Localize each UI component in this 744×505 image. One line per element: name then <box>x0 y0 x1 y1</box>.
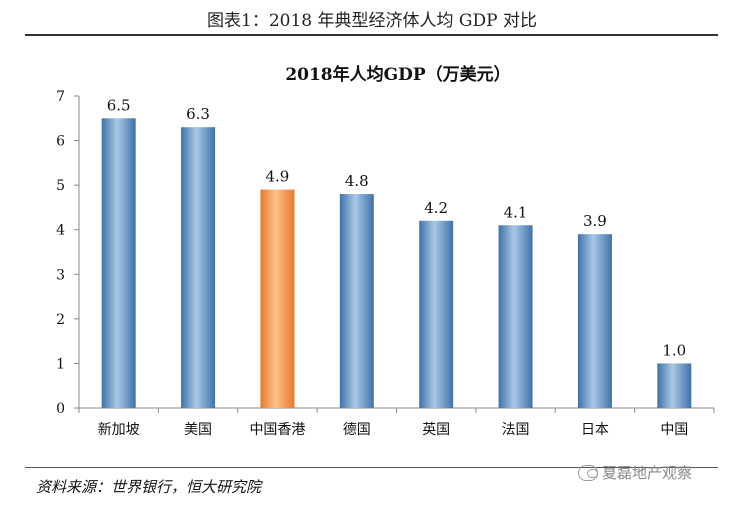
value-label: 6.5 <box>107 96 131 114</box>
bar-chart: 2018年人均GDP（万美元） 0 1 2 3 4 5 6 7 6.5 新加坡 6.3 美国 4.9 中… <box>56 64 715 438</box>
y-tick-label: 4 <box>56 223 65 239</box>
category-label: 英国 <box>422 421 450 438</box>
value-label: 4.2 <box>424 199 448 217</box>
y-tick-label: 6 <box>56 134 65 150</box>
bottom-rule <box>25 467 718 468</box>
wechat-icon <box>578 464 598 481</box>
value-label: 1.0 <box>662 341 686 359</box>
category-label: 日本 <box>581 422 609 438</box>
chart-title: 2018年人均GDP（万美元） <box>285 64 510 85</box>
category-label: 德国 <box>343 422 371 438</box>
value-label: 4.9 <box>266 168 290 186</box>
value-label: 6.3 <box>186 105 210 123</box>
watermark-text: 夏磊地产观察 <box>602 464 693 482</box>
y-tick-label: 3 <box>56 267 65 283</box>
category-label: 中国 <box>660 422 688 438</box>
y-tick-label: 1 <box>56 356 65 372</box>
category-label: 法国 <box>502 422 530 438</box>
category-label: 中国香港 <box>249 422 305 438</box>
bar-6 <box>577 234 612 408</box>
bar-0 <box>101 118 136 409</box>
bar-2 <box>260 189 295 408</box>
bar-5 <box>498 225 533 408</box>
category-label: 美国 <box>184 422 212 438</box>
y-tick-label: 5 <box>56 178 65 194</box>
bar-3 <box>339 194 374 408</box>
watermark: 夏磊地产观察 <box>578 462 692 483</box>
value-label: 3.9 <box>583 212 607 230</box>
y-tick-label: 2 <box>56 312 65 328</box>
source-note: 资料来源：世界银行，恒大研究院 <box>36 478 262 496</box>
bar-4 <box>419 220 454 408</box>
figure-caption: 图表1：2018 年典型经济体人均 GDP 对比 <box>207 11 537 31</box>
value-label: 4.1 <box>504 203 528 221</box>
value-label: 4.8 <box>345 172 369 190</box>
category-label: 新加坡 <box>98 422 140 438</box>
y-tick-label: 0 <box>56 401 65 417</box>
bar-1 <box>181 127 216 408</box>
top-rule <box>25 34 718 36</box>
y-tick-label: 7 <box>56 89 65 105</box>
bar-7 <box>657 363 692 408</box>
